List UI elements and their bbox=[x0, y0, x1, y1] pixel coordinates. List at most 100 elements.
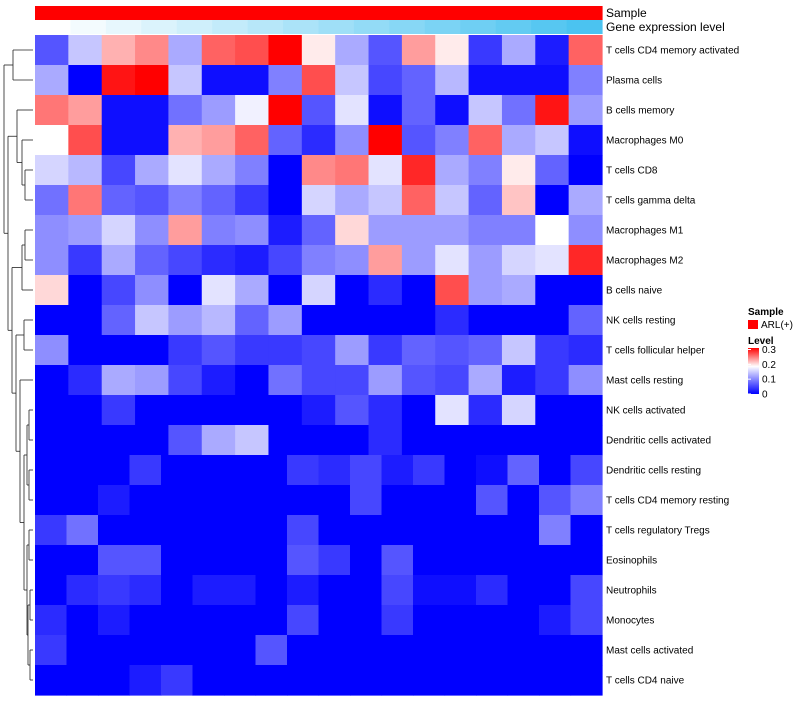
heatmap-cell bbox=[101, 425, 136, 456]
heatmap-cell bbox=[401, 35, 436, 66]
annotation-cell bbox=[318, 20, 355, 34]
heatmap-cell bbox=[535, 185, 570, 216]
heatmap-cell bbox=[539, 455, 572, 486]
heatmap-cell bbox=[335, 335, 370, 366]
heatmap-cell bbox=[135, 305, 170, 336]
heatmap-cell bbox=[368, 35, 403, 66]
heatmap-cell bbox=[501, 215, 536, 246]
heatmap-cell bbox=[168, 245, 203, 276]
heatmap-cell bbox=[101, 65, 136, 96]
heatmap-cell bbox=[287, 635, 320, 666]
heatmap-cell bbox=[98, 455, 131, 486]
heatmap-cell bbox=[201, 215, 236, 246]
heatmap-cell bbox=[168, 215, 203, 246]
heatmap-cell bbox=[435, 65, 470, 96]
heatmap-cell bbox=[570, 515, 603, 546]
heatmap-cell bbox=[468, 95, 503, 126]
heatmap-cell bbox=[476, 665, 509, 696]
heatmap-cell bbox=[435, 305, 470, 336]
heatmap-cell bbox=[161, 455, 194, 486]
heatmap-cell bbox=[535, 155, 570, 186]
heatmap-cell bbox=[201, 95, 236, 126]
heatmap-cell bbox=[235, 95, 270, 126]
heatmap-cell bbox=[335, 215, 370, 246]
heatmap-cell bbox=[335, 275, 370, 306]
heatmap-cell bbox=[570, 575, 603, 606]
legend-level-tick-label: 0.2 bbox=[762, 360, 776, 371]
heatmap-cell bbox=[35, 395, 69, 426]
heatmap-cell bbox=[335, 365, 370, 396]
heatmap-cell bbox=[570, 605, 603, 636]
heatmap-cell bbox=[135, 95, 170, 126]
heatmap-cell bbox=[401, 305, 436, 336]
heatmap-cell bbox=[568, 185, 603, 216]
heatmap-cell bbox=[35, 605, 68, 636]
heatmap-cell bbox=[401, 95, 436, 126]
heatmap-cell bbox=[35, 125, 69, 156]
legend-level-colorbar bbox=[748, 348, 759, 394]
heatmap-cell bbox=[161, 515, 194, 546]
heatmap-cells bbox=[35, 35, 603, 696]
heatmap-cell bbox=[268, 35, 303, 66]
heatmap-cell bbox=[168, 125, 203, 156]
heatmap-cell bbox=[168, 275, 203, 306]
heatmap-cell bbox=[381, 665, 414, 696]
row-label: Macrophages M0 bbox=[606, 136, 684, 147]
heatmap-cell bbox=[476, 635, 509, 666]
heatmap-cell bbox=[539, 575, 572, 606]
heatmap-cell bbox=[101, 125, 136, 156]
heatmap-cell bbox=[368, 275, 403, 306]
heatmap-cell bbox=[401, 185, 436, 216]
heatmap-cell bbox=[129, 545, 162, 576]
row-label: Neutrophils bbox=[606, 586, 657, 597]
heatmap-cell bbox=[401, 365, 436, 396]
heatmap-cell bbox=[287, 515, 320, 546]
heatmap-cell bbox=[201, 395, 236, 426]
heatmap-cell bbox=[381, 635, 414, 666]
annotation-cell bbox=[141, 20, 178, 34]
heatmap-cell bbox=[413, 665, 446, 696]
heatmap-cell bbox=[568, 65, 603, 96]
annotation-cell bbox=[105, 20, 142, 34]
heatmap-cell bbox=[35, 485, 68, 516]
annotation-cell bbox=[247, 20, 284, 34]
heatmap-cell bbox=[255, 485, 288, 516]
heatmap-cell bbox=[350, 455, 383, 486]
heatmap-cell bbox=[287, 605, 320, 636]
heatmap-cell bbox=[568, 275, 603, 306]
legend-level-ticks: 0.3 0.2 0.1 0 bbox=[748, 345, 776, 401]
heatmap-cell bbox=[381, 515, 414, 546]
heatmap-cell bbox=[535, 305, 570, 336]
heatmap-cell bbox=[101, 95, 136, 126]
heatmap-cell bbox=[235, 215, 270, 246]
heatmap-cell bbox=[101, 35, 136, 66]
heatmap-cell bbox=[501, 275, 536, 306]
heatmap-cell bbox=[192, 515, 225, 546]
heatmap-cell bbox=[318, 605, 351, 636]
heatmap-cell bbox=[235, 35, 270, 66]
heatmap-cell bbox=[35, 95, 69, 126]
heatmap-cell bbox=[501, 125, 536, 156]
heatmap-cell bbox=[168, 425, 203, 456]
heatmap-cell bbox=[66, 545, 99, 576]
heatmap-cell bbox=[98, 515, 131, 546]
heatmap-cell bbox=[268, 365, 303, 396]
heatmap-cell bbox=[68, 365, 103, 396]
row-label: Dendritic cells activated bbox=[606, 436, 711, 447]
row-label: T cells gamma delta bbox=[606, 196, 696, 207]
heatmap-cell bbox=[68, 215, 103, 246]
heatmap-cell bbox=[35, 215, 69, 246]
heatmap-cell bbox=[501, 425, 536, 456]
heatmap-cell bbox=[435, 335, 470, 366]
row-label: Plasma cells bbox=[606, 76, 662, 87]
heatmap-cell bbox=[507, 455, 540, 486]
heatmap-cell bbox=[35, 575, 68, 606]
heatmap-cell bbox=[235, 365, 270, 396]
heatmap-cell bbox=[287, 545, 320, 576]
heatmap-cell bbox=[535, 35, 570, 66]
heatmap-cell bbox=[335, 155, 370, 186]
heatmap-cell bbox=[401, 335, 436, 366]
heatmap-cell bbox=[135, 275, 170, 306]
heatmap-cell bbox=[255, 635, 288, 666]
